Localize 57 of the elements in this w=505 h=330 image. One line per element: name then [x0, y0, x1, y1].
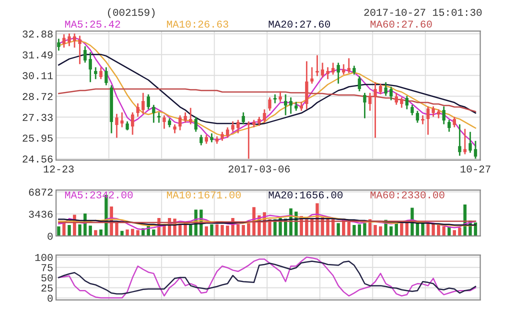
series-label: MA5:2342.00 — [65, 191, 133, 198]
bar — [115, 222, 118, 236]
y-tick-label: 50 — [41, 274, 53, 282]
y-tick-label: 25.95 — [22, 134, 53, 142]
bar — [220, 225, 224, 236]
bar — [242, 225, 245, 236]
text: MA10:1671.00 — [167, 191, 241, 198]
bar — [432, 224, 435, 236]
chart-title: (002159) — [108, 8, 155, 18]
y-tick-label: 30.11 — [22, 72, 53, 80]
text: MA10:26.63 — [167, 20, 228, 28]
bar — [400, 223, 404, 236]
bar — [136, 230, 140, 236]
bar — [363, 223, 366, 236]
y-tick-label: 24.56 — [22, 156, 53, 163]
x-tick-label: 12-23 — [44, 165, 74, 173]
bar — [226, 226, 230, 236]
line-series — [58, 218, 476, 226]
bar — [421, 223, 424, 236]
bar — [358, 224, 362, 236]
y-tick-label: 6872 — [29, 188, 53, 196]
y-tick-label: 25 — [42, 284, 53, 292]
text: MA20:27.60 — [268, 20, 330, 28]
series-label: MA5:25.42 — [65, 20, 120, 28]
y-tick-label: 28.72 — [22, 93, 53, 100]
bar — [88, 226, 92, 236]
bar — [215, 224, 219, 236]
bar — [94, 230, 98, 236]
bar — [305, 219, 308, 236]
y-tick-label: 27.33 — [22, 114, 53, 121]
y-tick-label: 0 — [48, 294, 53, 302]
bar — [57, 226, 60, 236]
x-tick-label: 10-27 — [460, 165, 490, 173]
bar — [68, 225, 71, 236]
text: MA60:27.60 — [370, 20, 432, 28]
bar — [336, 223, 340, 236]
y-tick-label: 75 — [42, 264, 53, 272]
y-tick-label: 32.88 — [22, 30, 53, 38]
bar — [352, 225, 356, 236]
y-tick-label: 100 — [35, 254, 53, 262]
text: 2017-10-27 15:01:30 — [364, 8, 482, 16]
bar — [374, 225, 377, 236]
y-tick-label: 0 — [48, 232, 53, 240]
text: MA20:1656.00 — [268, 191, 343, 198]
y-tick-label: 31.49 — [22, 51, 53, 58]
y-tick-label: 3436 — [28, 210, 53, 218]
bar — [247, 223, 250, 236]
bar — [189, 225, 192, 236]
bar — [458, 228, 462, 236]
bar — [347, 222, 350, 236]
bar — [210, 224, 214, 236]
text: MA60:2330.00 — [370, 191, 444, 198]
x-tick-label: 2017-03-06 — [228, 165, 290, 173]
bar — [126, 230, 129, 236]
bar — [78, 224, 82, 236]
bar — [236, 224, 240, 236]
bar — [452, 230, 456, 236]
